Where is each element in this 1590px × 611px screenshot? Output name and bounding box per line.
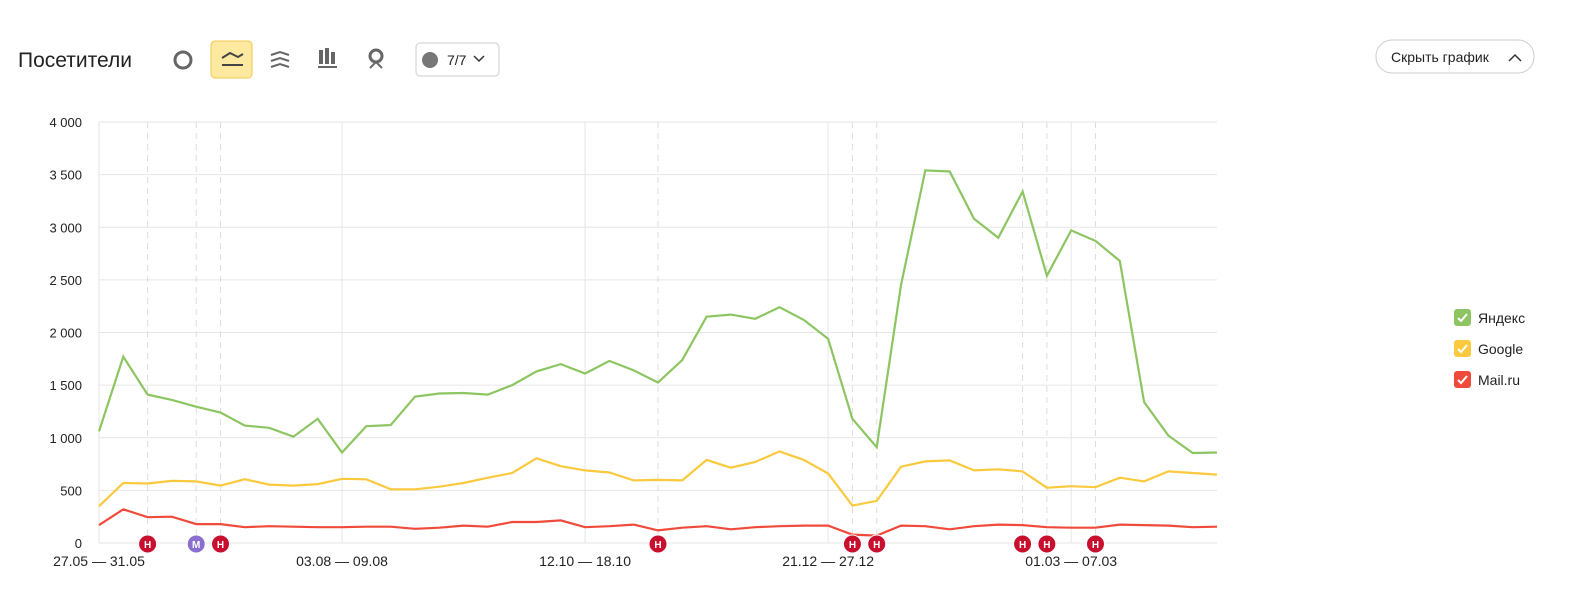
page-title: Посетители [18, 49, 132, 72]
event-marker[interactable]: Н [1085, 534, 1105, 554]
view-area[interactable] [270, 50, 290, 68]
view-bars[interactable] [318, 48, 337, 68]
view-pie[interactable] [173, 50, 193, 70]
event-marker-badge [1013, 534, 1033, 554]
notes-filter[interactable]: 7/7 [415, 42, 500, 77]
y-tick-label: 3 500 [49, 168, 82, 183]
filter-label: 7/7 [447, 52, 467, 68]
event-marker-label: Н [1043, 540, 1050, 551]
legend-check [1457, 375, 1468, 385]
event-marker[interactable]: Н [842, 534, 862, 554]
event-marker-label: Н [144, 540, 151, 551]
event-marker-label: Н [654, 540, 661, 551]
event-marker[interactable]: М [186, 534, 206, 554]
legend-check [1457, 344, 1468, 354]
legend-checkbox [1454, 340, 1471, 357]
event-marker-badge [1037, 534, 1057, 554]
event-marker-label: Н [217, 540, 224, 551]
event-marker-badge [842, 534, 862, 554]
event-marker[interactable]: Н [211, 534, 231, 554]
legend-check [1457, 313, 1468, 323]
event-marker-badge [1085, 534, 1105, 554]
event-marker-badge [211, 534, 231, 554]
legend-label: Google [1478, 341, 1523, 357]
x-tick-label: 12.10 — 18.10 [539, 553, 631, 569]
event-marker-label: Н [873, 540, 880, 551]
event-marker[interactable]: Н [138, 534, 158, 554]
y-tick-label: 3 000 [49, 220, 82, 235]
hide-chart-button[interactable]: Скрыть график [1375, 39, 1535, 74]
x-tick-label: 01.03 — 07.03 [1025, 553, 1117, 569]
series-line [98, 450, 1218, 507]
event-marker-badge [186, 534, 206, 554]
legend-label: Яндекс [1478, 310, 1525, 326]
x-tick-label: 27.05 — 31.05 [53, 553, 145, 569]
y-tick-label: 2 500 [49, 273, 82, 288]
event-marker-label: Н [1019, 540, 1026, 551]
y-tick-label: 500 [60, 483, 82, 498]
legend-checkbox [1454, 371, 1471, 388]
event-marker[interactable]: Н [1037, 534, 1057, 554]
series-line [97, 169, 1218, 455]
view-map[interactable] [368, 48, 384, 69]
view-line[interactable] [210, 40, 253, 79]
y-tick-label: 2 000 [49, 326, 82, 341]
hide-chart-label: Скрыть график [1391, 49, 1490, 65]
legend-item[interactable]: Google [1454, 340, 1523, 357]
legend-checkbox [1454, 309, 1471, 326]
event-marker[interactable]: Н [867, 534, 887, 554]
legend-item[interactable]: Яндекс [1454, 309, 1525, 326]
event-marker[interactable]: Н [648, 534, 668, 554]
event-marker-label: М [192, 540, 200, 551]
event-marker-label: Н [849, 540, 856, 551]
x-tick-label: 03.08 — 09.08 [296, 553, 388, 569]
legend-label: Mail.ru [1478, 372, 1520, 388]
y-tick-label: 4 000 [49, 115, 82, 130]
event-marker-badge [648, 534, 668, 554]
event-marker-badge [138, 534, 158, 554]
y-tick-label: 1 000 [49, 431, 82, 446]
event-marker-label: Н [1092, 540, 1099, 551]
y-tick-label: 1 500 [49, 378, 82, 393]
series-line [98, 508, 1218, 537]
x-tick-label: 21.12 — 27.12 [782, 553, 874, 569]
legend-item[interactable]: Mail.ru [1454, 371, 1520, 388]
event-marker-badge [867, 534, 887, 554]
y-tick-label: 0 [75, 536, 82, 551]
event-marker[interactable]: Н [1013, 534, 1033, 554]
